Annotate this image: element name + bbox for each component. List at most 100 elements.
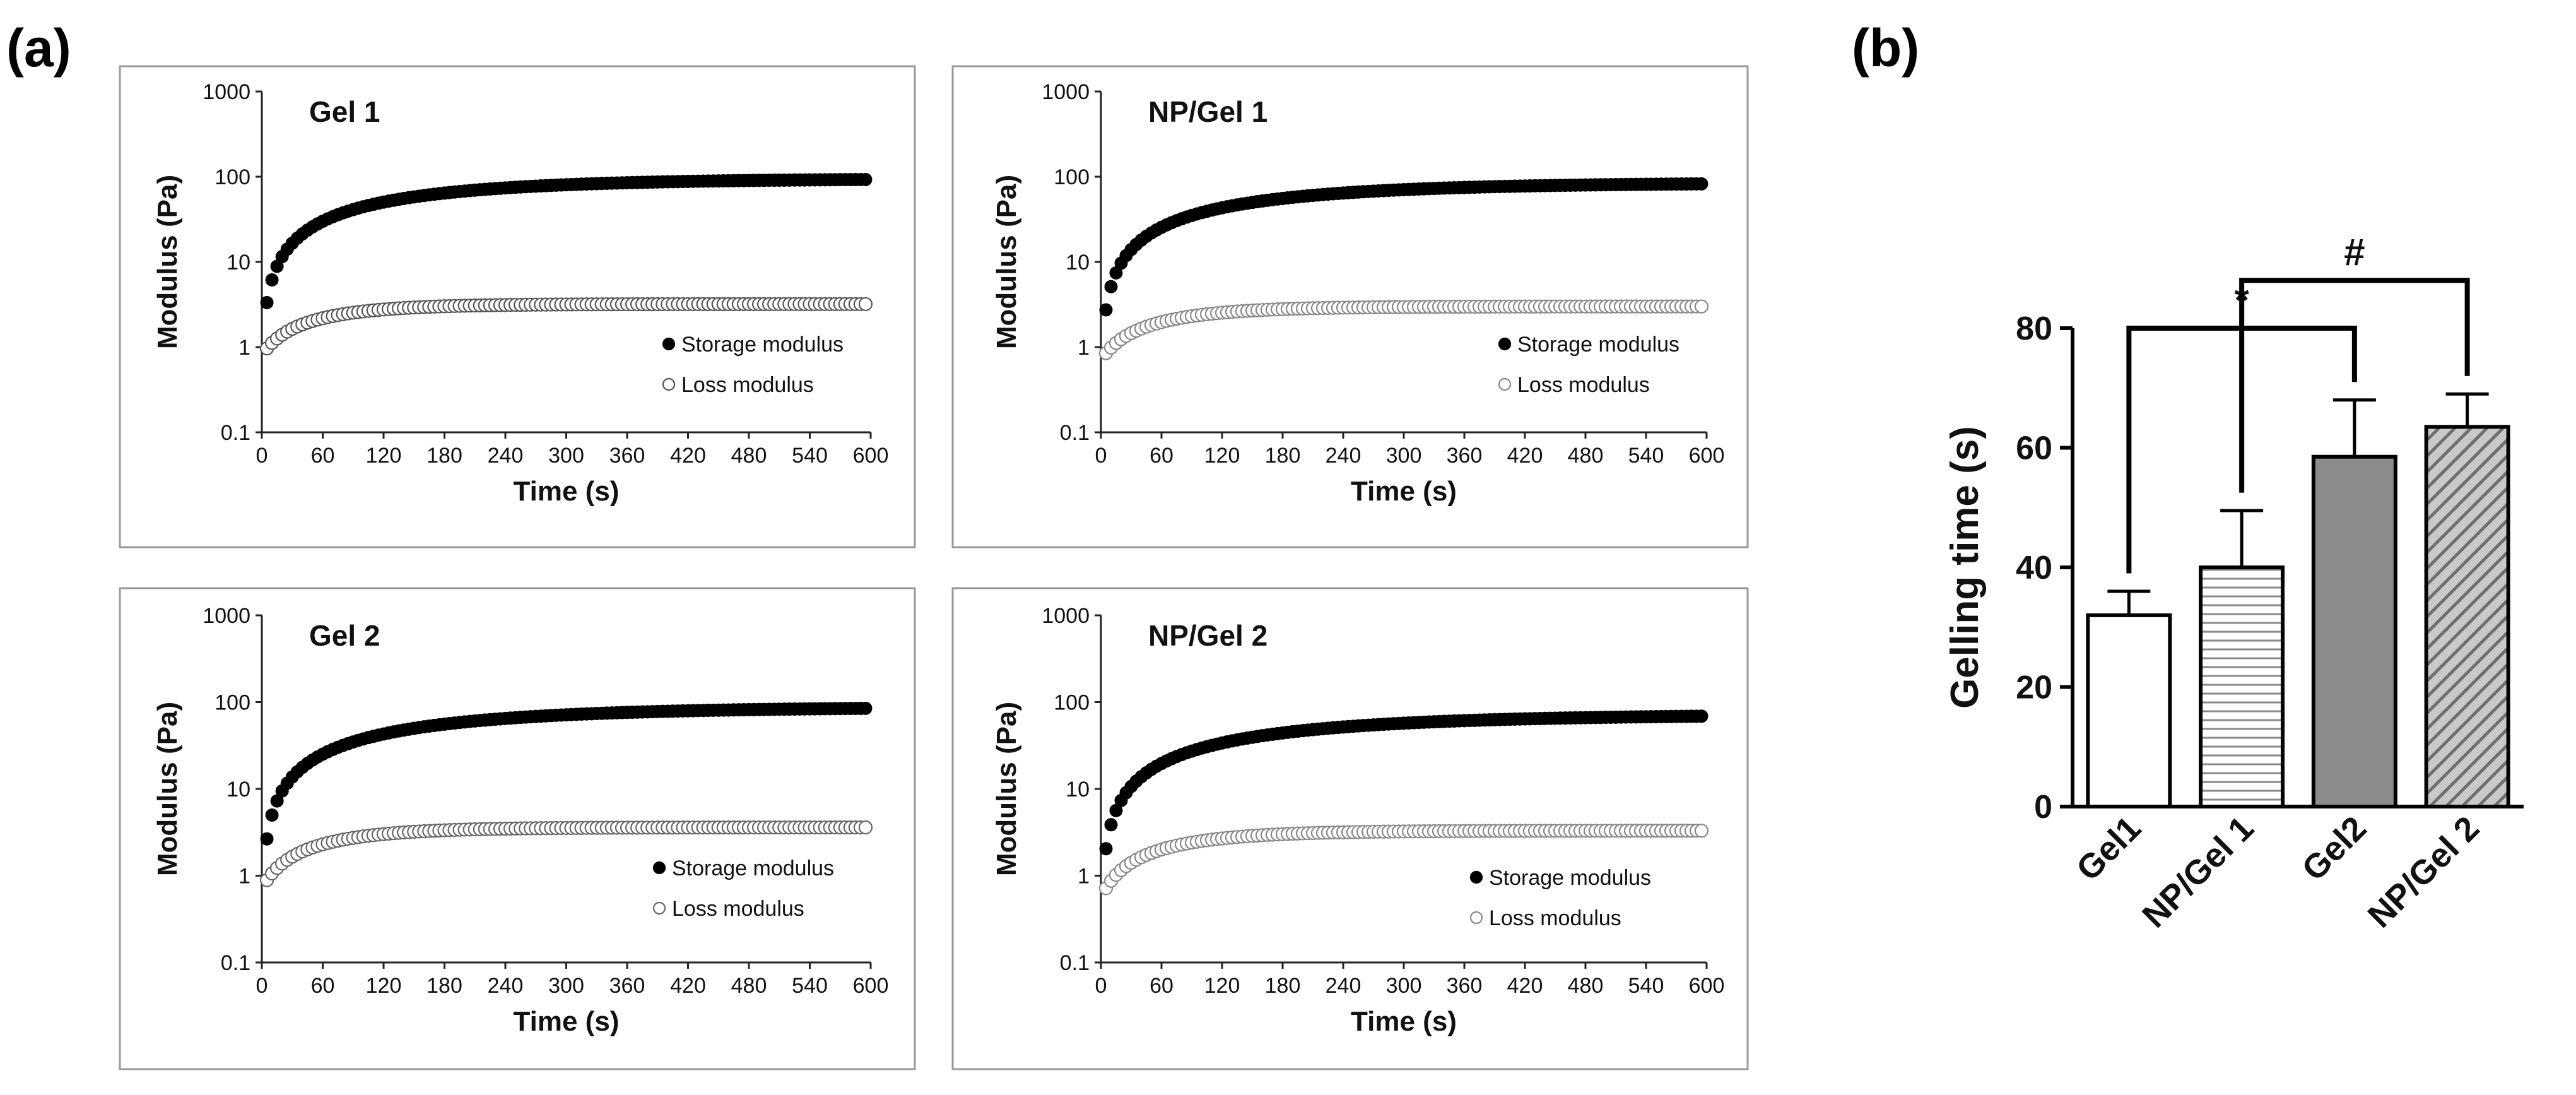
x-tick-label: 300 bbox=[1386, 974, 1422, 998]
x-tick-label: 0 bbox=[1095, 444, 1107, 468]
x-tick-label: 540 bbox=[1628, 444, 1664, 468]
y-tick-label: 1 bbox=[1078, 336, 1090, 360]
bar-y-tick-label: 20 bbox=[2016, 670, 2052, 706]
x-tick-label: 300 bbox=[548, 444, 584, 468]
data-point bbox=[859, 701, 873, 715]
legend-marker bbox=[662, 377, 676, 391]
plot-np-gel-1: 0.1 1 10 100 1000 0 60 120 180 240 300 360 420 480 540… bbox=[991, 80, 1724, 507]
x-tick-label: 60 bbox=[311, 444, 335, 468]
x-tick-label: 0 bbox=[256, 974, 268, 998]
bar-y-tick-label: 80 bbox=[2016, 311, 2052, 347]
x-tick-label: 240 bbox=[1326, 974, 1362, 998]
panel-b-label: (b) bbox=[1852, 18, 1919, 78]
frame-np-gel2 bbox=[951, 587, 1749, 1070]
y-tick-label: 10 bbox=[1066, 778, 1090, 802]
series-loss-modulus bbox=[1098, 824, 1709, 896]
x-tick-label: 360 bbox=[609, 444, 645, 468]
panel-a-label: (a) bbox=[6, 18, 71, 78]
x-tick-label: 360 bbox=[1447, 974, 1483, 998]
data-point bbox=[1104, 280, 1118, 293]
x-tick-label: 120 bbox=[366, 444, 402, 468]
x-tick-label: 480 bbox=[1568, 444, 1604, 468]
series-loss-modulus bbox=[259, 297, 873, 356]
series-loss-modulus bbox=[1098, 299, 1709, 360]
y-tick-label: 1 bbox=[1078, 865, 1090, 889]
x-tick-label: 360 bbox=[609, 974, 645, 998]
legend-label: Storage modulus bbox=[1489, 866, 1651, 890]
x-axis-title: Time (s) bbox=[1351, 476, 1457, 507]
y-tick-label: 10 bbox=[226, 778, 250, 802]
legend-label: Loss modulus bbox=[1517, 373, 1650, 397]
legend-label: Loss modulus bbox=[672, 897, 804, 921]
legend-label: Storage modulus bbox=[672, 856, 834, 880]
plot-title: Gel 1 bbox=[309, 95, 380, 128]
data-point bbox=[260, 295, 274, 309]
legend-marker bbox=[652, 861, 666, 875]
x-tick-label: 0 bbox=[256, 444, 268, 468]
series-storage-modulus bbox=[1099, 177, 1709, 317]
legend-marker bbox=[662, 337, 676, 351]
frame-gel2 bbox=[119, 587, 916, 1070]
x-tick-label: 60 bbox=[1150, 444, 1173, 468]
bar-y-tick-label: 60 bbox=[2016, 430, 2052, 467]
y-tick-label: 0.1 bbox=[221, 951, 250, 975]
series-storage-modulus bbox=[1099, 709, 1709, 856]
x-tick-label: 180 bbox=[1265, 444, 1301, 468]
y-tick-label: 100 bbox=[1054, 691, 1090, 715]
y-tick-label: 1 bbox=[238, 336, 250, 360]
data-point bbox=[1695, 709, 1709, 723]
legend-marker bbox=[1498, 337, 1512, 351]
y-tick-label: 10 bbox=[226, 251, 250, 275]
x-tick-label: 420 bbox=[670, 974, 706, 998]
plot-np-gel-2: 0.1 1 10 100 1000 0 60 120 180 240 300 360 420 480 540… bbox=[991, 604, 1724, 1037]
y-tick-label: 1000 bbox=[1042, 80, 1090, 104]
bar-np-gel-2 bbox=[2424, 425, 2510, 808]
y-axis-title: Modulus (Pa) bbox=[152, 175, 183, 349]
x-tick-label: 180 bbox=[426, 974, 462, 998]
category-label: Gel2 bbox=[2295, 809, 2373, 888]
x-tick-label: 120 bbox=[366, 974, 402, 998]
plot-gel-2: 0.1 1 10 100 1000 0 60 120 180 240 300 360 420 480 540… bbox=[152, 604, 888, 1037]
y-axis-title: Modulus (Pa) bbox=[991, 702, 1022, 876]
x-tick-label: 540 bbox=[792, 444, 828, 468]
bar-y-axis-title: Gelling time (s) bbox=[1943, 426, 1987, 709]
bar-np-gel-1 bbox=[2199, 565, 2285, 808]
data-point bbox=[265, 273, 279, 287]
y-tick-label: 1000 bbox=[203, 80, 250, 104]
legend-marker bbox=[1469, 870, 1483, 884]
frame-gel1 bbox=[119, 65, 916, 548]
x-tick-label: 240 bbox=[488, 444, 524, 468]
data-point bbox=[265, 808, 279, 822]
x-tick-label: 540 bbox=[792, 974, 828, 998]
y-axis-title: Modulus (Pa) bbox=[152, 702, 183, 876]
legend-marker bbox=[1469, 911, 1483, 925]
x-axis-title: Time (s) bbox=[1351, 1006, 1457, 1037]
data-point bbox=[260, 832, 274, 846]
x-tick-label: 600 bbox=[1689, 444, 1725, 468]
data-point bbox=[1694, 299, 1709, 314]
x-tick-label: 480 bbox=[1568, 974, 1604, 998]
plot-title: Gel 2 bbox=[309, 619, 380, 652]
category-label: NP/Gel 1 bbox=[2135, 809, 2261, 935]
data-point bbox=[1694, 824, 1709, 838]
x-tick-label: 420 bbox=[1507, 444, 1543, 468]
x-tick-label: 480 bbox=[731, 444, 767, 468]
y-tick-label: 0.1 bbox=[221, 421, 250, 445]
x-tick-label: 420 bbox=[1507, 974, 1543, 998]
y-tick-label: 1000 bbox=[203, 604, 250, 628]
y-tick-label: 100 bbox=[1054, 165, 1090, 189]
x-tick-label: 0 bbox=[1095, 974, 1107, 998]
x-tick-label: 240 bbox=[1326, 444, 1362, 468]
x-tick-label: 120 bbox=[1204, 444, 1240, 468]
data-point bbox=[1099, 303, 1113, 317]
series-storage-modulus bbox=[260, 701, 873, 846]
plot-title: NP/Gel 1 bbox=[1148, 95, 1267, 128]
x-tick-label: 180 bbox=[426, 444, 462, 468]
x-axis-title: Time (s) bbox=[514, 1006, 620, 1037]
category-label: NP/Gel 2 bbox=[2361, 809, 2486, 935]
frame-np-gel1 bbox=[951, 65, 1749, 548]
y-tick-label: 0.1 bbox=[1060, 421, 1090, 445]
